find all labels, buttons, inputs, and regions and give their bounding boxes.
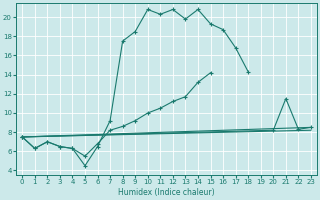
X-axis label: Humidex (Indice chaleur): Humidex (Indice chaleur) <box>118 188 215 197</box>
